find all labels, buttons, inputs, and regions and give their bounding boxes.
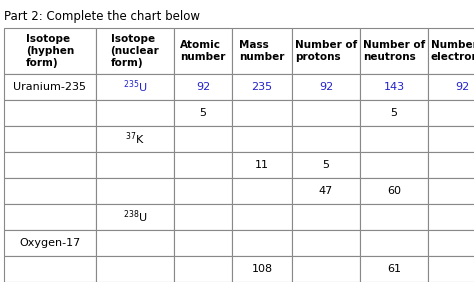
Bar — [292, 152, 360, 178]
Bar — [4, 74, 96, 100]
Bar — [4, 100, 96, 126]
Bar — [292, 230, 360, 256]
Text: 5: 5 — [200, 108, 207, 118]
Bar — [174, 152, 232, 178]
Bar — [360, 204, 428, 230]
Bar — [292, 100, 360, 126]
Bar — [360, 100, 428, 126]
Bar — [232, 152, 292, 178]
Bar — [174, 126, 232, 152]
Text: $^{235}$U: $^{235}$U — [123, 79, 147, 95]
Bar — [292, 28, 360, 74]
Bar — [4, 256, 96, 282]
Bar — [96, 256, 174, 282]
Bar — [428, 126, 474, 152]
Bar — [174, 28, 232, 74]
Bar — [292, 204, 360, 230]
Bar — [428, 204, 474, 230]
Bar — [96, 100, 174, 126]
Bar — [96, 152, 174, 178]
Bar — [174, 230, 232, 256]
Bar — [174, 204, 232, 230]
Text: Atomic
number: Atomic number — [180, 40, 226, 62]
Bar — [232, 28, 292, 74]
Bar — [232, 256, 292, 282]
Text: Part 2: Complete the chart below: Part 2: Complete the chart below — [4, 10, 200, 23]
Bar — [292, 74, 360, 100]
Bar — [292, 178, 360, 204]
Text: Uranium-235: Uranium-235 — [13, 82, 86, 92]
Bar — [232, 100, 292, 126]
Bar — [174, 100, 232, 126]
Bar — [360, 28, 428, 74]
Bar — [232, 204, 292, 230]
Bar — [360, 256, 428, 282]
Bar — [292, 256, 360, 282]
Bar — [360, 152, 428, 178]
Text: 108: 108 — [251, 264, 273, 274]
Text: $^{238}$U: $^{238}$U — [123, 209, 147, 225]
Text: Isotope
(nuclear
form): Isotope (nuclear form) — [110, 34, 159, 68]
Bar — [4, 126, 96, 152]
Bar — [360, 74, 428, 100]
Bar — [292, 126, 360, 152]
Bar — [232, 178, 292, 204]
Text: 92: 92 — [455, 82, 469, 92]
Text: Number of
neutrons: Number of neutrons — [363, 40, 425, 62]
Bar — [428, 230, 474, 256]
Bar — [4, 230, 96, 256]
Text: 92: 92 — [196, 82, 210, 92]
Text: $^{37}$K: $^{37}$K — [125, 131, 145, 147]
Bar — [428, 256, 474, 282]
Bar — [96, 28, 174, 74]
Bar — [428, 152, 474, 178]
Bar — [360, 126, 428, 152]
Bar — [360, 230, 428, 256]
Bar — [96, 126, 174, 152]
Text: Number of
electrons: Number of electrons — [431, 40, 474, 62]
Bar — [96, 178, 174, 204]
Bar — [174, 178, 232, 204]
Text: Mass
number: Mass number — [239, 40, 285, 62]
Bar — [174, 74, 232, 100]
Text: Isotope
(hyphen
form): Isotope (hyphen form) — [26, 34, 74, 68]
Text: 11: 11 — [255, 160, 269, 170]
Bar — [428, 74, 474, 100]
Text: 61: 61 — [387, 264, 401, 274]
Bar — [360, 178, 428, 204]
Text: 143: 143 — [383, 82, 405, 92]
Bar — [96, 204, 174, 230]
Bar — [428, 100, 474, 126]
Bar — [428, 28, 474, 74]
Text: 5: 5 — [322, 160, 329, 170]
Bar — [174, 256, 232, 282]
Bar — [96, 74, 174, 100]
Bar — [4, 178, 96, 204]
Bar — [96, 230, 174, 256]
Bar — [232, 74, 292, 100]
Bar — [428, 178, 474, 204]
Bar — [4, 152, 96, 178]
Text: 5: 5 — [391, 108, 398, 118]
Text: Number of
protons: Number of protons — [295, 40, 357, 62]
Text: 60: 60 — [387, 186, 401, 196]
Text: 235: 235 — [251, 82, 273, 92]
Text: 47: 47 — [319, 186, 333, 196]
Bar — [232, 126, 292, 152]
Bar — [232, 230, 292, 256]
Bar — [4, 28, 96, 74]
Text: Oxygen-17: Oxygen-17 — [19, 238, 81, 248]
Text: 92: 92 — [319, 82, 333, 92]
Bar — [4, 204, 96, 230]
